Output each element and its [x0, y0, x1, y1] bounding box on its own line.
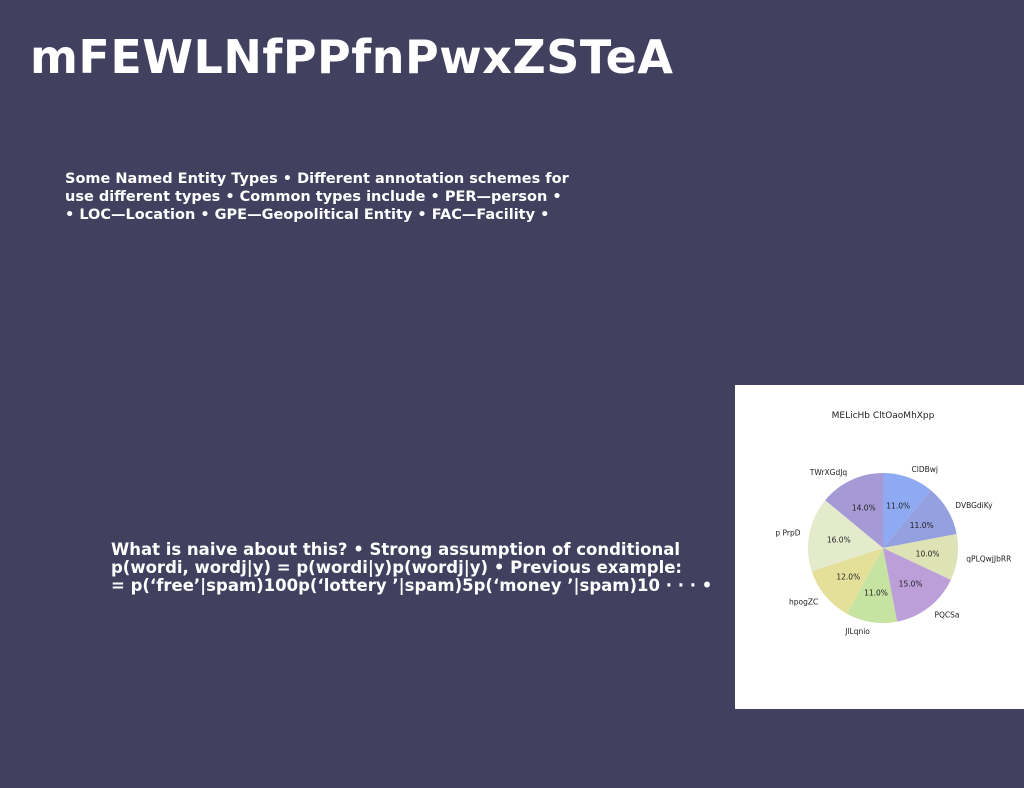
pie-chart-panel: MELicHb CltOaoMhXpp 11.0% 11.0% 10.0% 15.0%… [735, 385, 1024, 709]
slice-percent-label: 11.0% [910, 521, 934, 530]
pie-slice [807, 500, 883, 572]
naive-bayes-text: What is naive about this? • Strong assum… [111, 541, 726, 595]
slice-category-label: DVBGdiKy [955, 501, 993, 510]
slice-percent-label: 12.0% [836, 573, 860, 582]
text-line: use different types • Common types inclu… [65, 189, 562, 205]
slice-category-label: hpogZC [789, 598, 818, 607]
slice-category-label: PQCSa [935, 610, 960, 619]
slice-category-label: TWrXGdJq [809, 468, 848, 477]
pie-slice [811, 548, 883, 614]
slice-category-label: ClDBwj [912, 465, 938, 474]
slice-percent-label: 14.0% [852, 503, 876, 512]
named-entity-text: Some Named Entity Types • Different anno… [65, 170, 595, 224]
pie-slice [883, 473, 931, 548]
slice-percent-label: 10.0% [916, 550, 940, 559]
pie-slice [883, 548, 951, 622]
slice-category-label: p PrpD [775, 528, 800, 537]
pie-slice [883, 490, 957, 548]
slice-percent-label: 11.0% [864, 588, 888, 597]
slice-category-label: JlLqnio [844, 627, 870, 636]
text-line: Some Named Entity Types • Different anno… [65, 171, 569, 187]
slide-title: mFEWLNfPPfnPwxZSTeA [30, 30, 674, 84]
text-line: = p(‘free’|spam)100p(‘lottery ’|spam)5p(… [111, 576, 713, 595]
text-line: What is naive about this? • Strong assum… [111, 540, 680, 559]
slice-percent-label: 16.0% [827, 536, 851, 545]
slice-percent-label: 11.0% [886, 502, 910, 511]
pie-slice [883, 533, 958, 580]
chart-title: MELicHb CltOaoMhXpp [832, 411, 935, 421]
text-line: • LOC—Location • GPE—Geopolitical Entity… [65, 207, 550, 223]
pie-chart: MELicHb CltOaoMhXpp 11.0% 11.0% 10.0% 15.0%… [775, 411, 1011, 636]
pie-slice [846, 548, 898, 623]
slice-percent-label: 15.0% [899, 580, 923, 589]
slice-category-label: qPLQwjJbRR [966, 555, 1011, 564]
pie-slice [825, 473, 883, 548]
text-line: p(wordi, wordj|y) = p(wordi|y)p(wordj|y)… [111, 558, 683, 577]
